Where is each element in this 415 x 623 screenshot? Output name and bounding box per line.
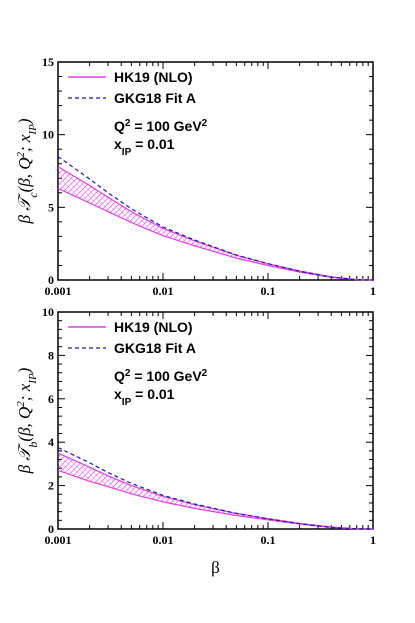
hk19-band-lower-edge	[57, 469, 374, 530]
gkg18-line	[57, 156, 374, 281]
legend-label-gkg18: GKG18 Fit A	[114, 90, 196, 106]
hk19-band-hatch	[58, 453, 373, 529]
annotation-xip: xIP = 0.01	[114, 136, 175, 158]
x-axis-label: β	[211, 558, 220, 577]
y-tick-label: 10	[42, 128, 54, 142]
hk19-band-lower-edge	[57, 187, 374, 281]
x-tick-label: 1	[370, 284, 376, 298]
y-tick-label: 6	[48, 392, 54, 406]
x-tick-label: 0.1	[261, 284, 276, 298]
x-tick-label: 0.01	[153, 284, 174, 298]
hk19-band-hatch	[58, 166, 373, 280]
annotation-xip: xIP = 0.01	[114, 386, 175, 408]
x-tick-label: 0.001	[45, 284, 72, 298]
legend-label-hk19: HK19 (NLO)	[114, 69, 193, 85]
annotation-q2: Q2 = 100 GeV2	[114, 118, 208, 135]
y-axis-label: β 𝒯c(β, Q2; xIP)	[15, 118, 40, 224]
x-tick-label: 0.001	[45, 533, 72, 547]
x-tick-label: 1	[370, 533, 376, 547]
y-tick-label: 5	[48, 200, 54, 214]
legend-label-gkg18: GKG18 Fit A	[114, 340, 196, 356]
hk19-band-crosshatch	[58, 166, 373, 280]
gkg18-line	[57, 447, 374, 530]
y-tick-label: 10	[42, 305, 54, 319]
hk19-band-crosshatch	[58, 453, 373, 529]
y-tick-label: 0	[48, 273, 54, 287]
x-tick-label: 0.01	[153, 533, 174, 547]
x-tick-label: 0.1	[261, 533, 276, 547]
y-tick-label: 4	[48, 435, 54, 449]
y-tick-label: 15	[42, 55, 54, 69]
plot-frame	[57, 311, 374, 530]
legend-label-hk19: HK19 (NLO)	[114, 319, 193, 335]
y-axis-label: β 𝒯b(β, Q2; xIP)	[15, 367, 40, 474]
y-tick-label: 2	[48, 479, 54, 493]
y-tick-label: 0	[48, 522, 54, 536]
y-tick-label: 8	[48, 348, 54, 362]
hk19-band-upper-edge	[57, 166, 374, 281]
hk19-band-upper-edge	[57, 452, 374, 530]
annotation-q2: Q2 = 100 GeV2	[114, 368, 208, 385]
